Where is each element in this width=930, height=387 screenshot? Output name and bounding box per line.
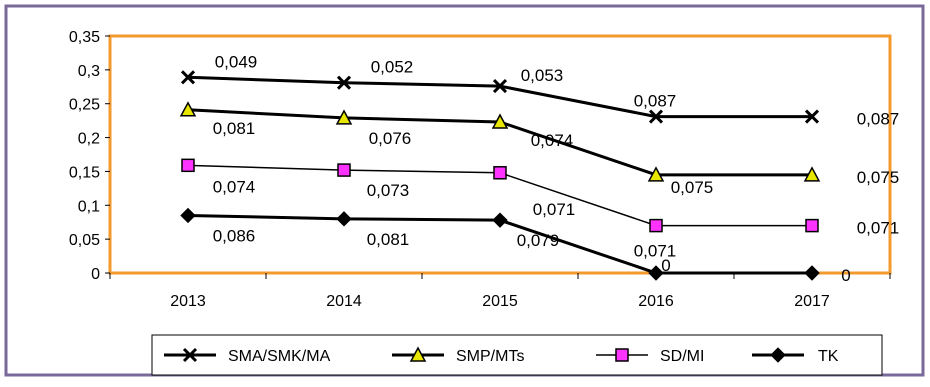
legend-marker-stroke (182, 347, 198, 363)
data-point-stroke (804, 109, 820, 124)
legend-marker (770, 347, 786, 363)
plot-area (108, 34, 892, 275)
y-tick-label: 0,3 (78, 63, 100, 80)
x-tick-label: 2015 (482, 293, 518, 310)
data-point-stroke (336, 75, 352, 90)
data-point (336, 75, 352, 90)
data-point (337, 163, 351, 177)
data-point (491, 113, 509, 129)
data-label: 0 (841, 266, 850, 285)
data-label: 0,071 (857, 219, 900, 238)
legend-label: SMA/SMK/MA (228, 348, 331, 365)
legend-label: SMP/MTs (456, 348, 524, 365)
data-label: 0,073 (367, 181, 410, 200)
x-tick-label: 2014 (326, 293, 362, 310)
data-label: 0,071 (634, 242, 677, 261)
data-point (804, 109, 820, 124)
y-tick-label: 0 (91, 266, 100, 283)
data-label: 0,076 (369, 129, 412, 148)
y-tick-label: 0,2 (78, 131, 100, 148)
data-label: 0,079 (517, 231, 560, 250)
data-point-stroke (648, 109, 664, 124)
x-tick-label: 2017 (794, 293, 830, 310)
x-tick-label: 2016 (638, 293, 674, 310)
y-tick-label: 0,15 (69, 164, 100, 181)
legend-label: SD/MI (660, 348, 704, 365)
data-point (493, 166, 507, 180)
data-point (336, 211, 352, 227)
data-point-stroke (180, 70, 196, 85)
data-label: 0,087 (634, 92, 677, 111)
data-point (335, 109, 353, 125)
data-point (804, 265, 820, 281)
data-point (181, 158, 195, 173)
data-label: 0,074 (531, 131, 574, 150)
data-label: 0,086 (213, 226, 256, 245)
x-tick-label: 2013 (170, 293, 206, 310)
data-point (179, 101, 197, 117)
data-label: 0,049 (215, 52, 258, 71)
data-point (492, 79, 508, 94)
legend-marker (615, 348, 629, 362)
y-tick-label: 0,05 (69, 232, 100, 249)
data-label: 0 (661, 256, 670, 275)
data-label: 0,081 (213, 119, 256, 138)
data-point (180, 207, 196, 224)
data-label: 0,071 (533, 200, 576, 219)
data-label: 0,075 (671, 178, 714, 197)
data-point (648, 109, 664, 124)
legend-marker (409, 346, 427, 362)
data-label: 0,075 (857, 168, 900, 187)
data-point (649, 218, 663, 233)
legend-marker (182, 347, 198, 363)
data-label: 0,081 (367, 230, 410, 249)
y-tick-label: 0,1 (78, 198, 100, 215)
data-point (648, 265, 664, 281)
y-tick-label: 0,35 (69, 29, 100, 46)
data-point (805, 218, 819, 233)
legend-label: TK (818, 348, 839, 365)
data-label: 0,087 (857, 110, 900, 129)
data-point (492, 212, 508, 228)
data-point (180, 70, 196, 85)
data-point-stroke (492, 79, 508, 94)
y-tick-label: 0,25 (69, 97, 100, 114)
data-label: 0,074 (213, 177, 256, 196)
data-label: 0,052 (371, 58, 414, 77)
data-point (647, 166, 665, 182)
data-label: 0,053 (521, 66, 564, 85)
data-point (803, 166, 821, 182)
